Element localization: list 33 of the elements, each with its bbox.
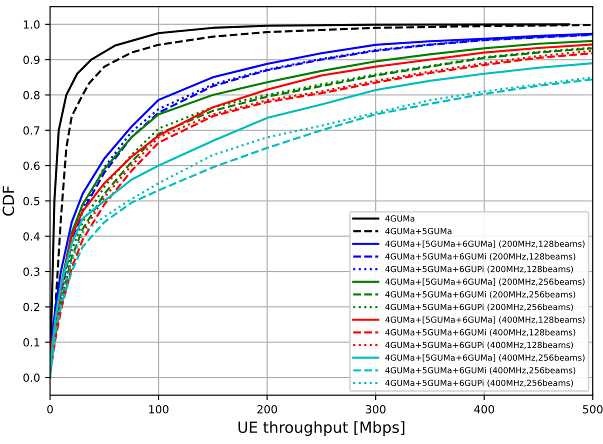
x-tick-label: 300 — [366, 405, 386, 414]
y-tick-label: 0.6 — [23, 162, 40, 170]
y-tick-label: 0.5 — [23, 196, 40, 206]
legend-label: 4GUMa+5GUMa+6GUPi (400MHz,128beams) — [385, 342, 573, 350]
y-axis-title: CDF — [2, 186, 14, 216]
legend-label: 4GUMa+[5GUMa+6GUMa] (200MHz,128beams) — [385, 240, 585, 248]
legend-label: 4GUMa+5GUMa+6GUMi (200MHz,256beams) — [385, 291, 576, 298]
y-tick-label: 0.8 — [23, 90, 40, 100]
legend-label: 4GUMa+[5GUMa+6GUMa] (400MHz,256beams) — [385, 354, 585, 362]
y-tick-label: 1.0 — [24, 20, 40, 29]
x-tick-label: 200 — [257, 405, 277, 414]
legend-label: 4GUMa+5GUMa+6GUMi (400MHz,256beams) — [385, 366, 576, 374]
legend-label: 4GUMa+5GUMa+6GUMi (400MHz,128beams) — [385, 329, 576, 336]
y-tick-label: 0.7 — [23, 126, 40, 135]
y-tick-label: 0.0 — [23, 373, 40, 382]
x-tick-label: 0 — [47, 405, 53, 414]
legend-label: 4GUMa+5GUMa+6GUPi (400MHz,256beams) — [385, 380, 573, 388]
legend-label: 4GUMa+[5GUMa+6GUMa] (200MHz,256beams) — [385, 278, 585, 286]
y-tick-label: 0.2 — [23, 302, 40, 312]
legend-label: 4GUMa+5GUMa+6GUPi (200MHz,256beams) — [385, 304, 573, 312]
y-tick-label: 0.1 — [23, 338, 40, 347]
x-tick-label: 500 — [583, 405, 603, 414]
x-tick-label: 400 — [474, 405, 494, 414]
legend-label: 4GUMa+[5GUMa+6GUMa] (400MHz,128beams) — [385, 316, 585, 324]
legend-label: 4GUMa+5GUMa — [385, 228, 452, 234]
y-tick-label: 0.4 — [23, 232, 40, 241]
legend-label: 4GUMa+5GUMa+6GUPi (200MHz,128beams) — [385, 266, 573, 274]
y-tick-label: 0.9 — [23, 56, 40, 64]
legend-label: 4GUMa — [385, 215, 414, 222]
x-tick-label: 100 — [149, 405, 168, 414]
y-tick-label: 0.3 — [23, 268, 40, 276]
legend-label: 4GUMa+5GUMa+6GUMi (200MHz,128beams) — [385, 253, 576, 261]
x-axis-title: UE throughput [Mbps] — [238, 421, 404, 436]
